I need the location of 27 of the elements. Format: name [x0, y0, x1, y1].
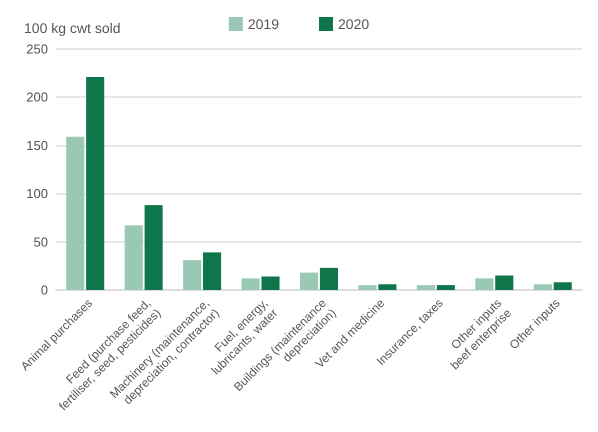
- bar: [378, 284, 396, 290]
- legend-label: 2020: [338, 16, 370, 32]
- bar: [495, 276, 514, 290]
- legend-label: 2019: [248, 16, 280, 32]
- bar: [144, 205, 163, 290]
- bar: [416, 285, 435, 290]
- bar: [554, 282, 572, 290]
- bar: [203, 252, 222, 290]
- bar: [86, 76, 104, 290]
- y-tick-label: 150: [26, 138, 48, 153]
- bar: [534, 284, 552, 290]
- bar: [358, 285, 377, 290]
- y-tick-label: 250: [26, 42, 48, 56]
- bar: [242, 278, 260, 290]
- bar: [66, 136, 84, 290]
- bar: [183, 260, 202, 290]
- y-tick-label: 50: [34, 234, 48, 250]
- bar: [320, 268, 338, 290]
- bar: [436, 285, 455, 290]
- y-tick-label: 200: [26, 90, 48, 105]
- bar: [124, 225, 143, 290]
- y-axis-title: 100 kg cwt sold: [24, 20, 120, 36]
- bar: [475, 278, 494, 290]
- bar: [261, 276, 280, 290]
- y-tick-label: 100: [26, 186, 48, 202]
- bar: [300, 272, 318, 290]
- y-tick-label: 0: [40, 282, 48, 298]
